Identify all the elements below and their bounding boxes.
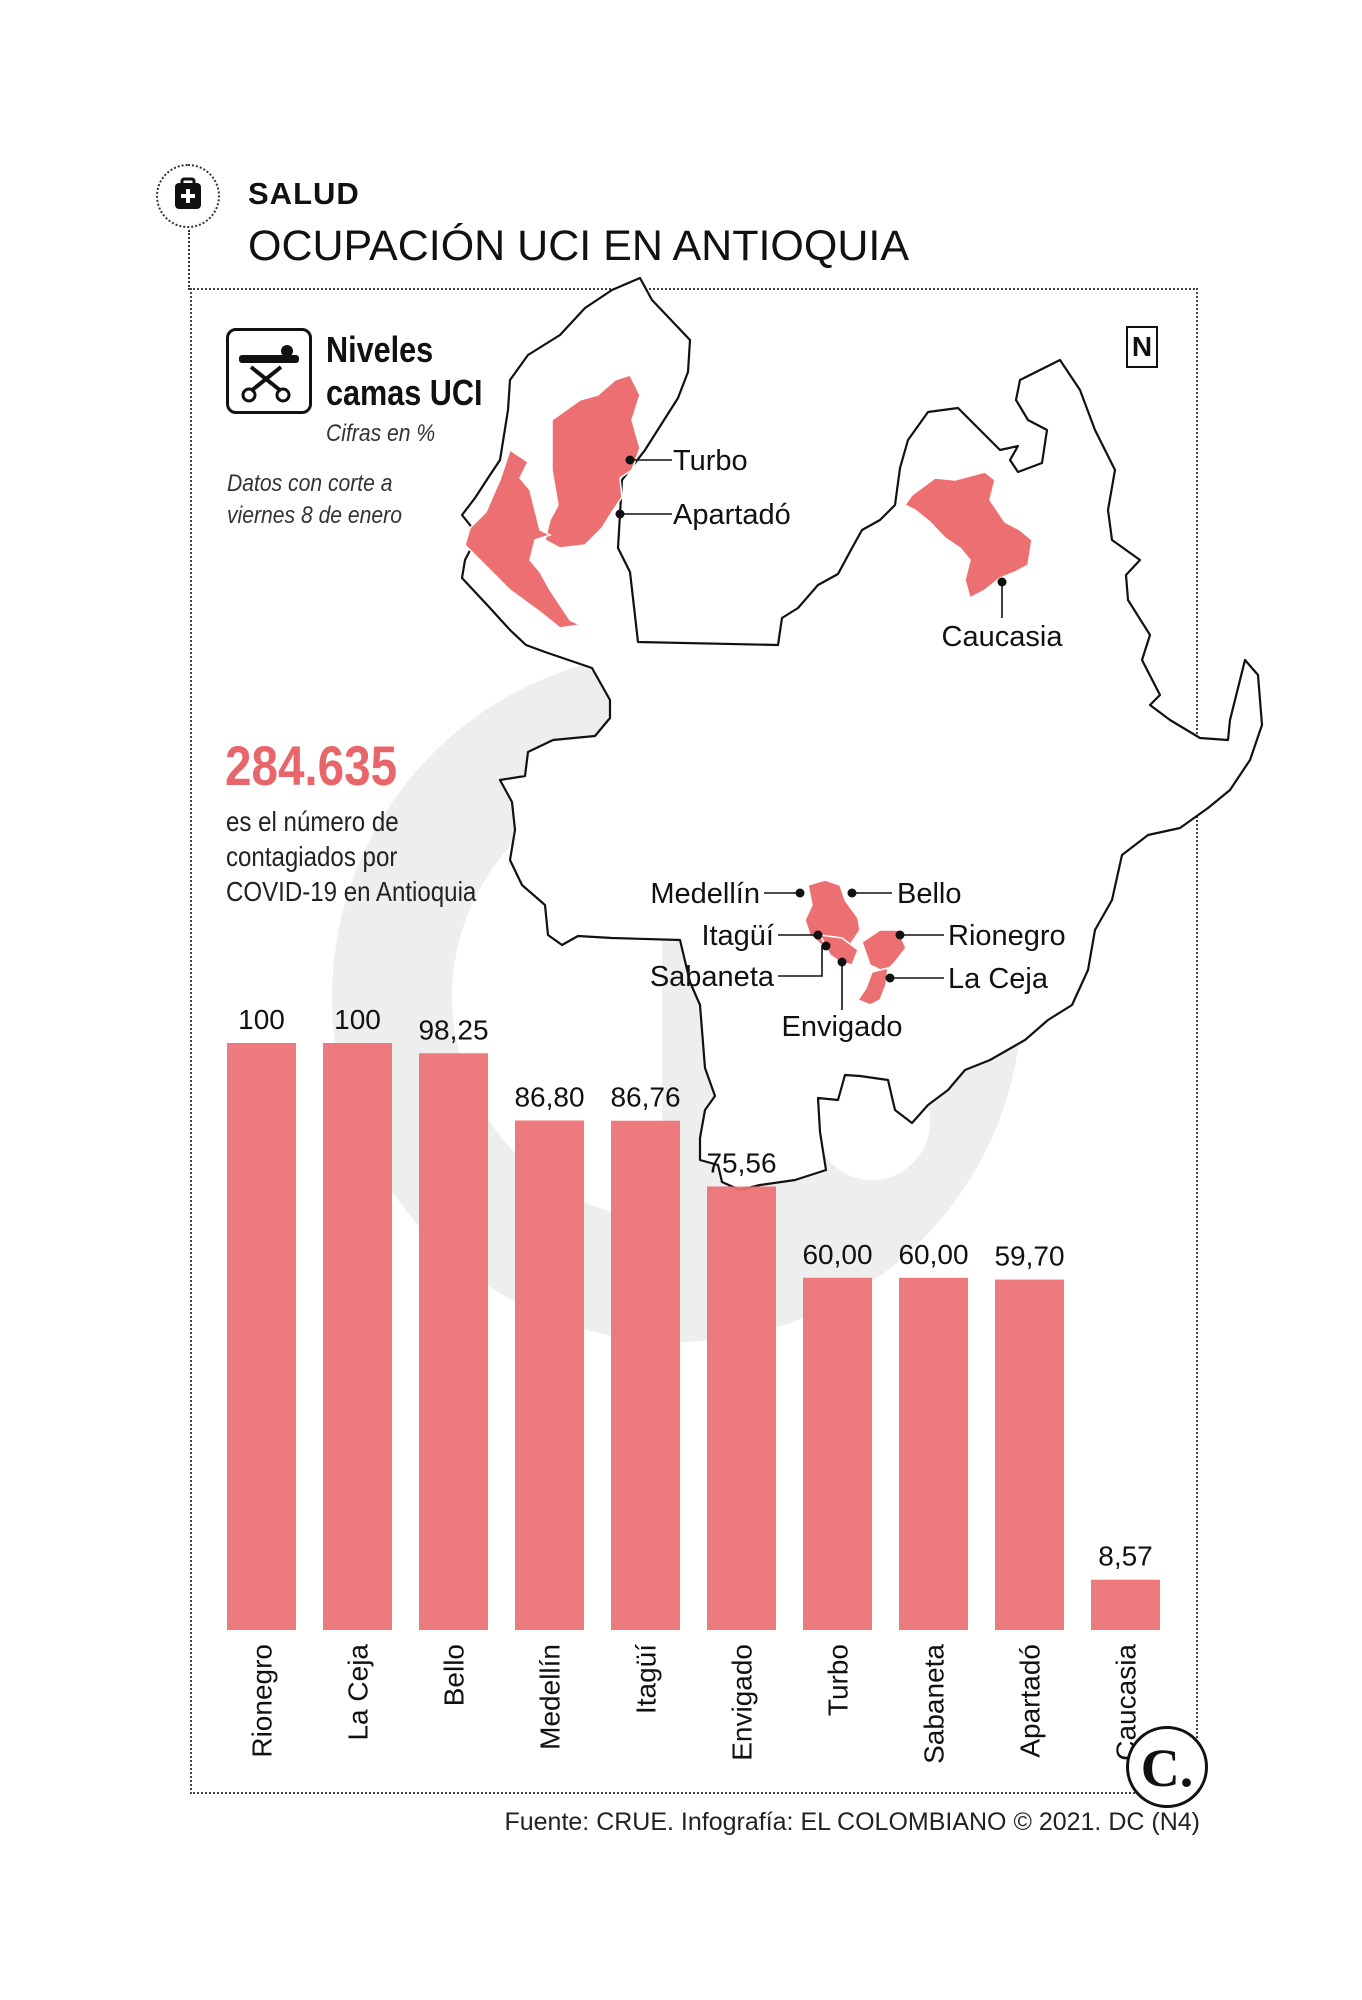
el-colombiano-logo: C. [1126, 1726, 1208, 1808]
legend-note-line2: viernes 8 de enero [227, 502, 402, 529]
bar-0 [227, 1043, 296, 1630]
map-highlights [464, 374, 1033, 1006]
section-label: SALUD [248, 176, 360, 211]
frame-connector [188, 230, 190, 290]
cases-caption-line1: es el número de [226, 806, 399, 837]
bar-6 [803, 1277, 872, 1630]
legend-note-line1: Datos con corte a [227, 470, 393, 497]
bar-value-label-4: 86,76 [610, 1082, 680, 1113]
north-arrow-icon: N [1126, 326, 1158, 368]
bar-3 [515, 1120, 584, 1630]
map-label-itagui: Itagüí [701, 920, 774, 952]
map-label-bello: Bello [897, 878, 962, 910]
map-label-sabaneta: Sabaneta [650, 961, 775, 993]
map-outline [460, 276, 1264, 1192]
cases-caption: es el número de contagiados por COVID-19… [226, 804, 476, 909]
map-leaders [620, 459, 1003, 1010]
map-label-rionegro: Rionegro [948, 920, 1066, 952]
category-label-3: Medellín [535, 1644, 566, 1750]
map-dots [615, 455, 1007, 983]
legend-title: Niveles camas UCI [326, 328, 482, 414]
bar-value-label-1: 100 [334, 1004, 381, 1035]
map-label-apartado: Apartadó [673, 499, 791, 531]
category-label-4: Itagüí [631, 1644, 662, 1714]
category-label-8: Apartadó [1015, 1644, 1046, 1758]
source-credit: Fuente: CRUE. Infografía: EL COLOMBIANO … [504, 1808, 1200, 1836]
bar-7 [899, 1277, 968, 1630]
hospital-bed-icon [226, 328, 312, 414]
cases-caption-line2: contagiados por [226, 841, 398, 872]
category-label-2: Bello [439, 1644, 470, 1706]
bar-8 [995, 1279, 1064, 1630]
bar-value-label-6: 60,00 [802, 1239, 872, 1270]
map-label-caucasia: Caucasia [942, 621, 1064, 653]
category-label-0: Rionegro [247, 1644, 278, 1758]
bar-value-label-5: 75,56 [706, 1147, 776, 1178]
category-label-1: La Ceja [343, 1644, 374, 1741]
bar-1 [323, 1043, 392, 1630]
bar-value-label-9: 8,57 [1098, 1541, 1153, 1572]
category-label-7: Sabaneta [919, 1644, 950, 1764]
region-turbo-apartado [544, 374, 641, 549]
region-uraba-coast [464, 448, 583, 629]
page-title: OCUPACIÓN UCI EN ANTIOQUIA [248, 222, 909, 270]
cases-number: 284.635 [225, 734, 398, 797]
legend-title-line2: camas UCI [326, 372, 483, 413]
map-label-envigado: Envigado [782, 1011, 903, 1043]
map-labels: Turbo Apartadó Caucasia Medellín Bello I… [650, 445, 1066, 1043]
legend-title-line1: Niveles [326, 329, 434, 370]
region-rionegro [861, 929, 907, 973]
chart-frame [190, 288, 1198, 1794]
region-la-ceja [856, 967, 889, 1006]
legend-note: Datos con corte a viernes 8 de enero [227, 468, 402, 532]
bar-value-label-2: 98,25 [418, 1014, 488, 1045]
bar-4 [611, 1120, 680, 1630]
region-envigado-sabaneta [818, 934, 859, 966]
category-label-5: Envigado [727, 1644, 758, 1761]
medical-kit-icon [156, 164, 220, 228]
category-label-6: Turbo [823, 1644, 854, 1716]
legend-unit: Cifras en % [326, 420, 436, 447]
map-label-medellin: Medellín [650, 878, 760, 910]
map-label-turbo: Turbo [673, 445, 748, 477]
bar-5 [707, 1186, 776, 1630]
bar-value-label-8: 59,70 [994, 1241, 1064, 1272]
bar-value-label-3: 86,80 [514, 1081, 584, 1112]
bar-2 [419, 1053, 488, 1630]
bar-value-label-7: 60,00 [898, 1239, 968, 1270]
map-label-la-ceja: La Ceja [948, 963, 1049, 995]
cases-caption-line3: COVID-19 en Antioquia [226, 876, 477, 907]
bar-9 [1091, 1579, 1160, 1630]
bar-value-label-0: 100 [238, 1004, 285, 1035]
region-caucasia [903, 471, 1033, 600]
